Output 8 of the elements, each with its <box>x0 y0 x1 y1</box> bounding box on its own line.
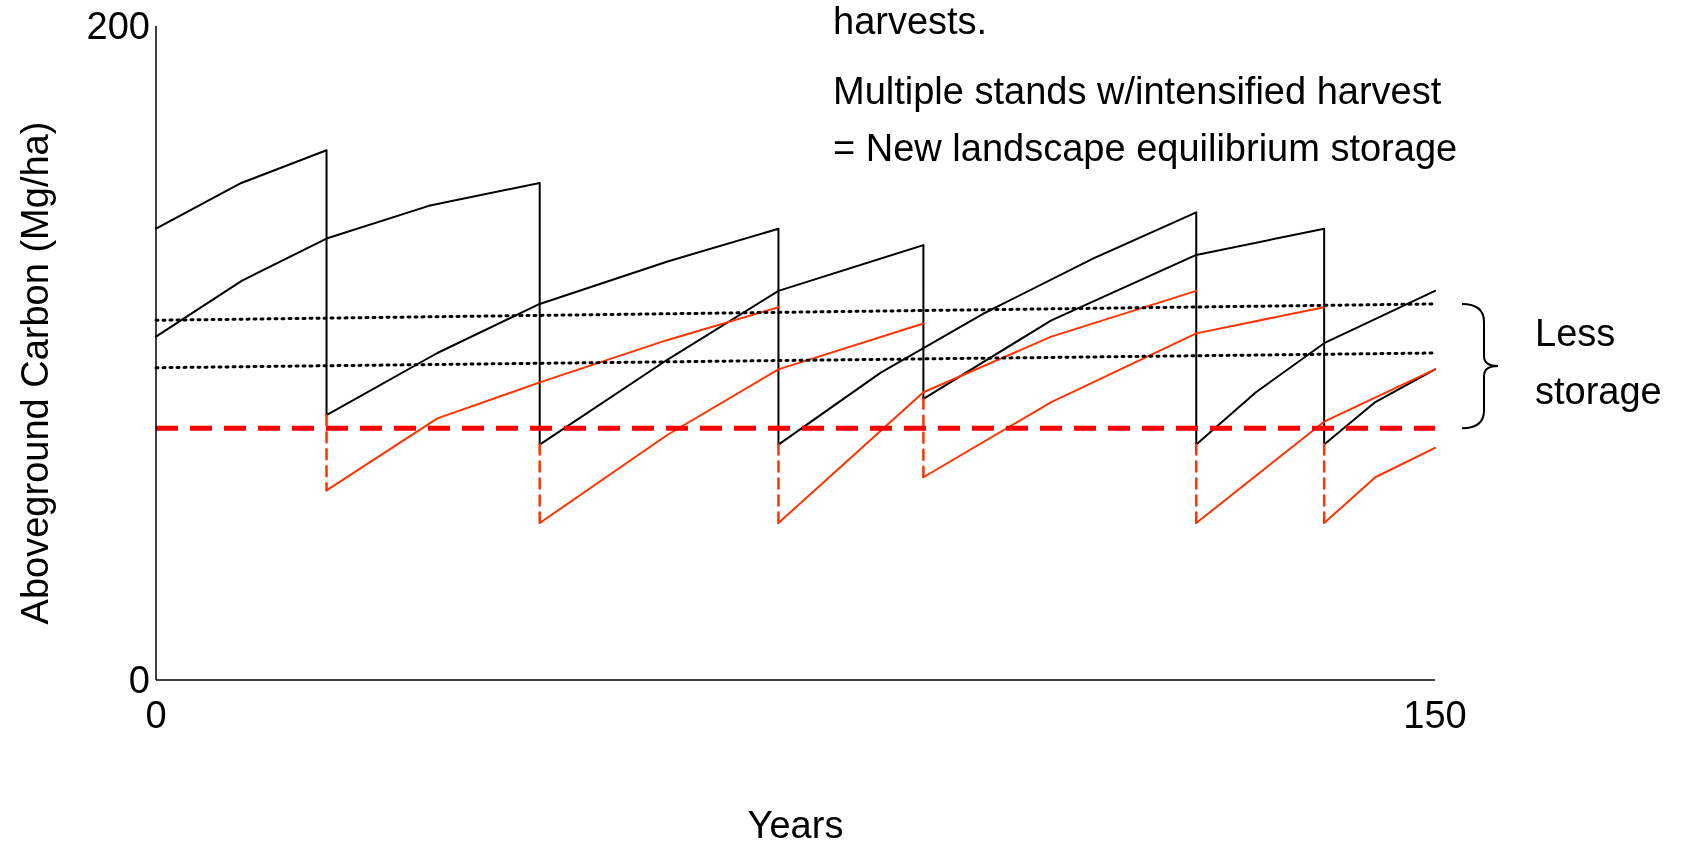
x-axis-title: Years <box>747 804 844 846</box>
x-tick-label: 150 <box>1403 694 1467 736</box>
text: Less storage <box>1535 312 1662 413</box>
y-axis-title: Aboveground Carbon (Mg/ha) <box>14 121 56 625</box>
annotation: = New landscape equilibrium storage <box>833 127 1458 169</box>
annotation: Multiple stands w/intensified harvest <box>833 70 1442 112</box>
y-tick-label: 200 <box>86 5 150 48</box>
annotation: harvests. <box>833 0 988 42</box>
